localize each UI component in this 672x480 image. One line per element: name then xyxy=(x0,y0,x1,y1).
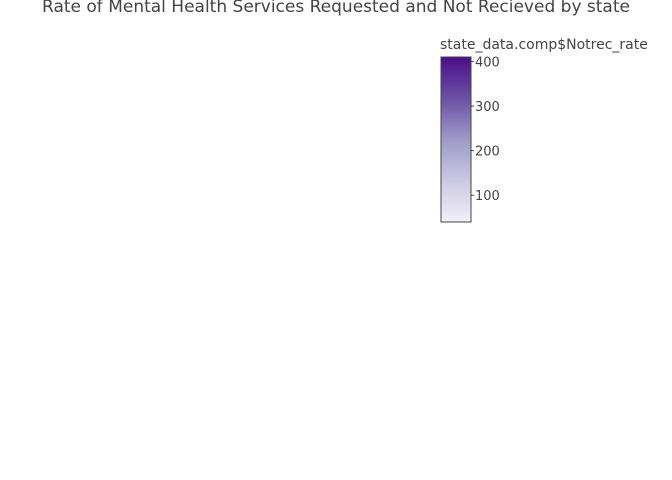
chart-title: Rate of Mental Health Services Requested… xyxy=(42,0,630,17)
colorbar-gradient xyxy=(440,56,472,223)
colorbar-tick-label: 400 xyxy=(475,55,500,70)
colorbar-ticks: 100 200 300 400 xyxy=(471,55,500,204)
colorbar-tick-label: 100 xyxy=(475,189,500,204)
colorbar-title: state_data.comp$Notrec_rate xyxy=(440,37,648,53)
colorbar-tick-label: 200 xyxy=(475,145,500,160)
colorbar-tick-label: 300 xyxy=(475,100,500,115)
